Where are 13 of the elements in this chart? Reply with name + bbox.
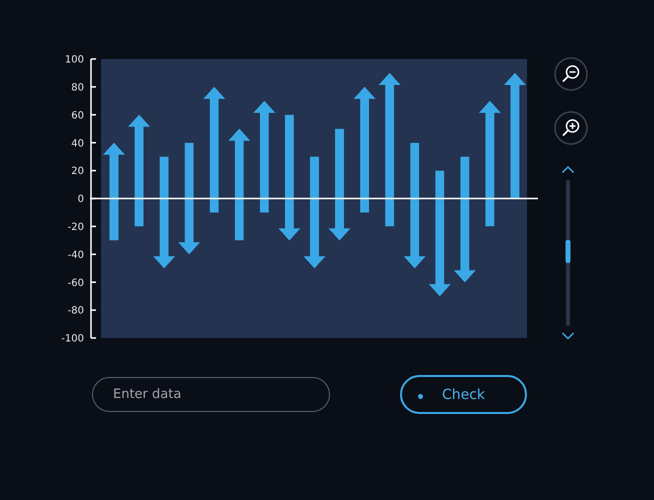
y-tick-label: 80 [71,82,84,94]
y-tick-label: -80 [68,306,84,317]
y-tick-label: -100 [61,334,84,345]
y-tick-label: -40 [68,250,84,261]
y-tick-label: -20 [68,222,84,233]
y-tick-label: -60 [68,278,84,289]
y-tick-label: 100 [64,54,84,66]
y-tick-label: 20 [71,166,84,178]
y-tick-label: 40 [71,138,84,150]
y-tick-label: 0 [78,194,84,206]
button: Check [400,375,527,414]
y-tick-label: 60 [71,110,84,122]
text-field: Enter data [92,377,330,412]
